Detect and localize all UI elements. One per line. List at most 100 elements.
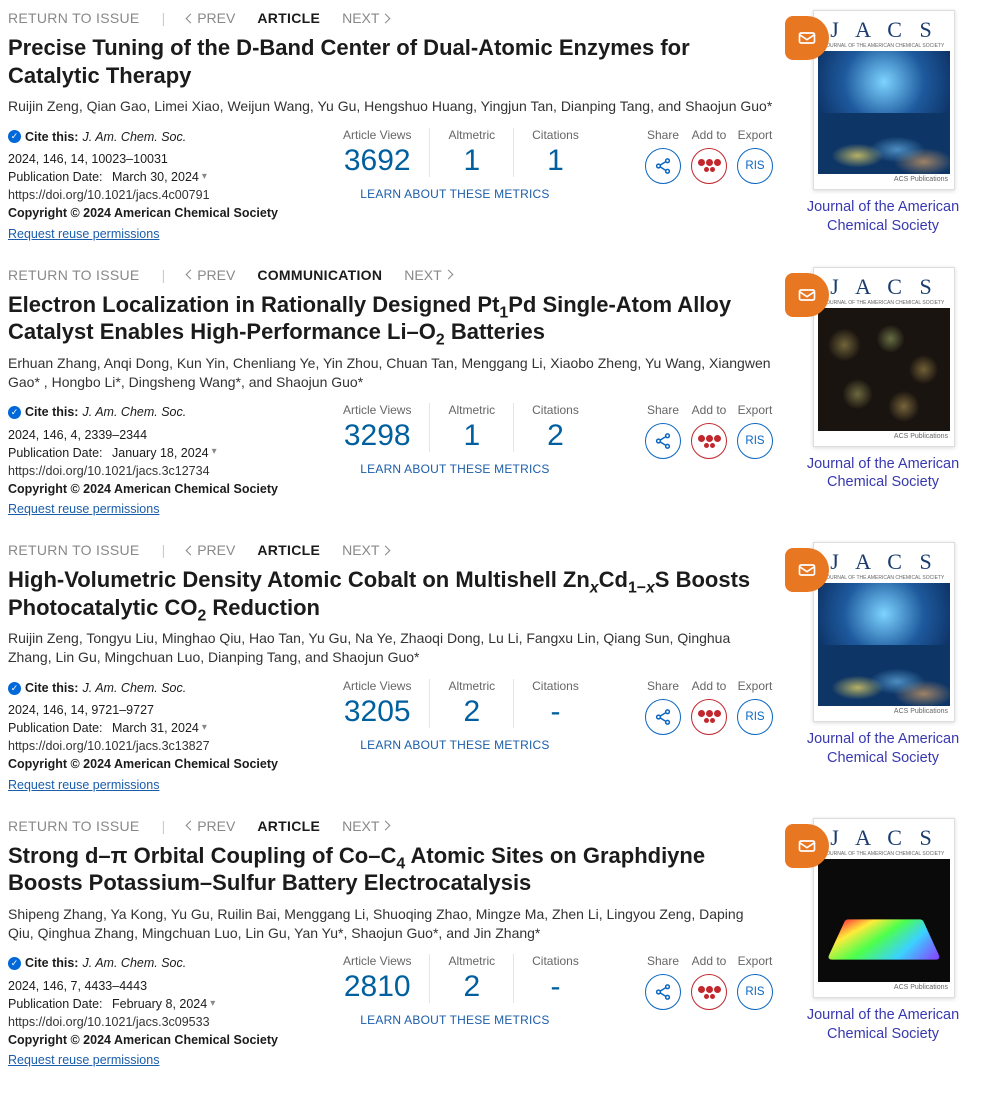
journal-name: J. Am. Chem. Soc. <box>82 954 186 972</box>
reuse-permissions-link[interactable]: Request reuse permissions <box>8 776 159 794</box>
learn-metrics-link[interactable]: LEARN ABOUT THESE METRICS <box>360 187 549 201</box>
learn-metrics-link[interactable]: LEARN ABOUT THESE METRICS <box>360 1013 549 1027</box>
citation-text: 2024, 146, 7, 4433–4443 <box>8 977 147 995</box>
article-title[interactable]: High-Volumetric Density Atomic Cobalt on… <box>8 566 773 621</box>
return-to-issue-link[interactable]: RETURN TO ISSUE <box>8 542 140 558</box>
export-ris-button[interactable]: RIS <box>737 699 773 735</box>
citation-column: ✓ Cite this: J. Am. Chem. Soc. 2024, 146… <box>8 403 313 518</box>
action-buttons: Share Add to Export RIS <box>645 679 773 735</box>
nav-separator: | <box>162 10 166 26</box>
journal-link[interactable]: Journal of the American Chemical Society <box>793 1006 973 1044</box>
cite-this-label: Cite this: <box>25 954 78 972</box>
next-link[interactable]: NEXT <box>404 267 451 283</box>
verified-icon: ✓ <box>8 682 21 695</box>
prev-link[interactable]: PREV <box>187 10 235 26</box>
metric-citations[interactable]: Citations - <box>513 679 597 728</box>
article-type: ARTICLE <box>257 542 320 558</box>
addto-button[interactable] <box>691 699 727 735</box>
share-button[interactable] <box>645 148 681 184</box>
verified-icon: ✓ <box>8 406 21 419</box>
chevron-down-icon: ▾ <box>202 170 207 185</box>
metric-altmetric[interactable]: Altmetric 2 <box>429 679 513 728</box>
share-button[interactable] <box>645 699 681 735</box>
doi-link[interactable]: https://doi.org/10.1021/jacs.4c00791 <box>8 186 313 204</box>
action-buttons: Share Add to Export RIS <box>645 403 773 459</box>
cite-this-label: Cite this: <box>25 403 78 421</box>
nav-separator: | <box>162 818 166 834</box>
learn-metrics-link[interactable]: LEARN ABOUT THESE METRICS <box>360 462 549 476</box>
copyright-text: Copyright © 2024 American Chemical Socie… <box>8 1031 313 1049</box>
journal-cover[interactable]: J A C S JOURNAL OF THE AMERICAN CHEMICAL… <box>813 267 955 447</box>
journal-cover[interactable]: J A C S JOURNAL OF THE AMERICAN CHEMICAL… <box>813 542 955 722</box>
publication-date[interactable]: Publication Date: March 31, 2024 ▾ <box>8 719 207 737</box>
email-alert-icon[interactable] <box>785 548 829 592</box>
doi-link[interactable]: https://doi.org/10.1021/jacs.3c13827 <box>8 737 313 755</box>
publication-date[interactable]: Publication Date: March 30, 2024 ▾ <box>8 168 207 186</box>
journal-link[interactable]: Journal of the American Chemical Society <box>793 730 973 768</box>
citation-column: ✓ Cite this: J. Am. Chem. Soc. 2024, 146… <box>8 679 313 794</box>
next-link[interactable]: NEXT <box>342 10 389 26</box>
email-alert-icon[interactable] <box>785 824 829 868</box>
metric-citations[interactable]: Citations - <box>513 954 597 1003</box>
cite-this-label: Cite this: <box>25 679 78 697</box>
return-to-issue-link[interactable]: RETURN TO ISSUE <box>8 818 140 834</box>
doi-link[interactable]: https://doi.org/10.1021/jacs.3c12734 <box>8 462 313 480</box>
metric-altmetric[interactable]: Altmetric 1 <box>429 128 513 177</box>
cover-image <box>818 51 950 174</box>
metrics-row: Article Views 3692 Altmetric 1 Citations… <box>325 128 597 177</box>
metrics-row: Article Views 3298 Altmetric 1 Citations… <box>325 403 597 452</box>
reuse-permissions-link[interactable]: Request reuse permissions <box>8 1051 159 1069</box>
metric-views[interactable]: Article Views 3205 <box>325 679 429 728</box>
publication-date[interactable]: Publication Date: January 18, 2024 ▾ <box>8 444 217 462</box>
addto-button[interactable] <box>691 148 727 184</box>
article-nav: RETURN TO ISSUE | PREV ARTICLE NEXT <box>8 10 773 26</box>
reuse-permissions-link[interactable]: Request reuse permissions <box>8 225 159 243</box>
article-title[interactable]: Electron Localization in Rationally Desi… <box>8 291 773 346</box>
journal-cover[interactable]: J A C S JOURNAL OF THE AMERICAN CHEMICAL… <box>813 818 955 998</box>
journal-cover-wrap: J A C S JOURNAL OF THE AMERICAN CHEMICAL… <box>793 542 973 722</box>
email-alert-icon[interactable] <box>785 16 829 60</box>
citation-text: 2024, 146, 14, 9721–9727 <box>8 701 154 719</box>
export-ris-button[interactable]: RIS <box>737 423 773 459</box>
prev-link[interactable]: PREV <box>187 818 235 834</box>
prev-link[interactable]: PREV <box>187 267 235 283</box>
addto-button[interactable] <box>691 974 727 1010</box>
reuse-permissions-link[interactable]: Request reuse permissions <box>8 500 159 518</box>
chevron-down-icon: ▾ <box>212 445 217 460</box>
return-to-issue-link[interactable]: RETURN TO ISSUE <box>8 267 140 283</box>
cite-this-label: Cite this: <box>25 128 78 146</box>
share-button[interactable] <box>645 974 681 1010</box>
return-to-issue-link[interactable]: RETURN TO ISSUE <box>8 10 140 26</box>
addto-button[interactable] <box>691 423 727 459</box>
journal-cover-wrap: J A C S JOURNAL OF THE AMERICAN CHEMICAL… <box>793 10 973 190</box>
metric-views[interactable]: Article Views 3692 <box>325 128 429 177</box>
email-alert-icon[interactable] <box>785 273 829 317</box>
metric-citations[interactable]: Citations 1 <box>513 128 597 177</box>
article-nav: RETURN TO ISSUE | PREV ARTICLE NEXT <box>8 818 773 834</box>
addto-label: Add to <box>692 403 727 417</box>
article-entry: RETURN TO ISSUE | PREV ARTICLE NEXT Prec… <box>8 10 973 243</box>
metric-views[interactable]: Article Views 2810 <box>325 954 429 1003</box>
doi-link[interactable]: https://doi.org/10.1021/jacs.3c09533 <box>8 1013 313 1031</box>
nav-separator: | <box>162 267 166 283</box>
journal-link[interactable]: Journal of the American Chemical Society <box>793 455 973 493</box>
metric-altmetric[interactable]: Altmetric 1 <box>429 403 513 452</box>
journal-cover[interactable]: J A C S JOURNAL OF THE AMERICAN CHEMICAL… <box>813 10 955 190</box>
metric-citations[interactable]: Citations 2 <box>513 403 597 452</box>
journal-link[interactable]: Journal of the American Chemical Society <box>793 198 973 236</box>
prev-link[interactable]: PREV <box>187 542 235 558</box>
article-title[interactable]: Precise Tuning of the D-Band Center of D… <box>8 34 773 89</box>
export-ris-button[interactable]: RIS <box>737 974 773 1010</box>
next-link[interactable]: NEXT <box>342 818 389 834</box>
share-button[interactable] <box>645 423 681 459</box>
metric-views[interactable]: Article Views 3298 <box>325 403 429 452</box>
journal-cover-wrap: J A C S JOURNAL OF THE AMERICAN CHEMICAL… <box>793 267 973 447</box>
export-ris-button[interactable]: RIS <box>737 148 773 184</box>
next-link[interactable]: NEXT <box>342 542 389 558</box>
cover-image <box>818 583 950 706</box>
learn-metrics-link[interactable]: LEARN ABOUT THESE METRICS <box>360 738 549 752</box>
metric-altmetric[interactable]: Altmetric 2 <box>429 954 513 1003</box>
publication-date[interactable]: Publication Date: February 8, 2024 ▾ <box>8 995 215 1013</box>
export-label: Export <box>738 128 773 142</box>
article-title[interactable]: Strong d–π Orbital Coupling of Co–C4 Ato… <box>8 842 773 897</box>
